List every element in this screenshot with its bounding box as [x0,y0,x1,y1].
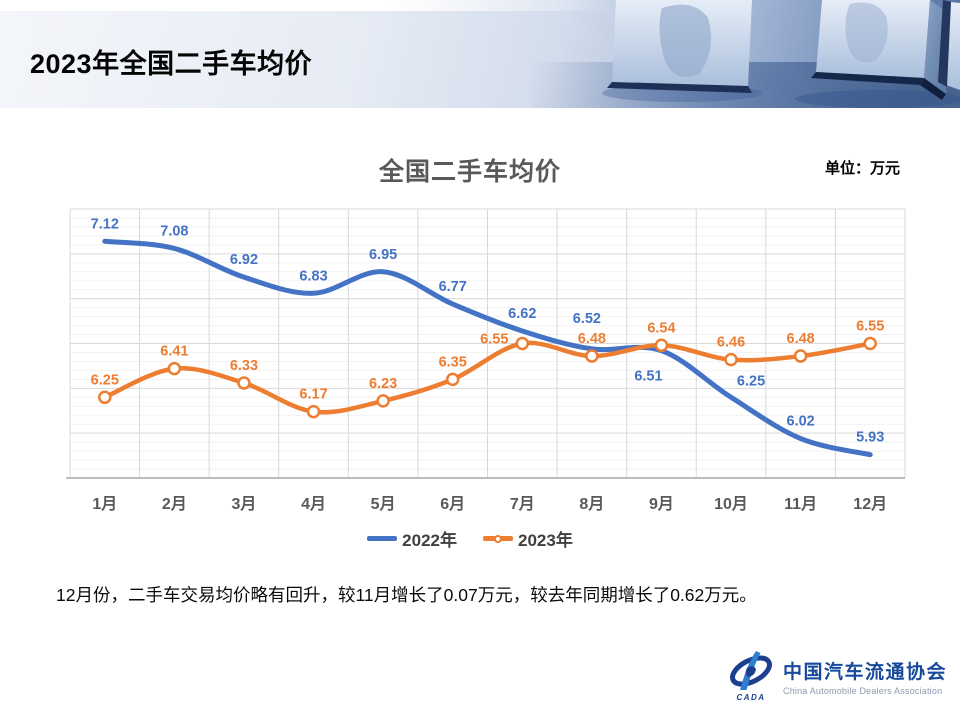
svg-text:11月: 11月 [784,495,817,513]
logo-name-en: China Automobile Dealers Association [783,685,943,696]
svg-text:5.93: 5.93 [856,430,884,446]
chart-title: 全国二手车均价 [378,158,561,186]
svg-text:6.55: 6.55 [856,319,884,335]
page-header: 2023年全国二手车均价 [0,0,960,108]
legend-line-icon-2022 [367,536,398,541]
svg-text:9月: 9月 [649,495,674,513]
svg-text:6.62: 6.62 [508,306,536,322]
svg-text:6.48: 6.48 [578,331,606,347]
legend-label-2022: 2022年 [402,531,457,550]
svg-text:6.54: 6.54 [647,320,675,336]
page-title: 2023年全国二手车均价 [30,49,313,79]
svg-text:7.08: 7.08 [160,223,188,239]
commentary-text: 12月份，二手车交易均价略有回升，较11月增长了0.07万元，较去年同期增长了0… [56,585,757,605]
svg-text:4月: 4月 [301,495,326,513]
svg-text:3月: 3月 [232,495,257,513]
svg-text:7.12: 7.12 [91,216,119,232]
legend-line-marker-icon-2023 [483,534,513,543]
cada-logo-abbr: CADA [736,693,766,702]
svg-text:8月: 8月 [579,495,604,513]
svg-text:6.33: 6.33 [230,358,258,374]
svg-text:6.35: 6.35 [439,354,467,370]
unit-label: 单位：万元 [824,160,900,177]
svg-text:6.02: 6.02 [787,414,815,430]
logo-name-cn: 中国汽车流通协会 [783,661,948,683]
svg-text:6.23: 6.23 [369,376,397,392]
cada-logo: CADA 中国汽车流通协会 China Automobile Dealers A… [727,650,947,702]
svg-text:6.46: 6.46 [717,335,745,351]
svg-text:2月: 2月 [162,495,187,513]
cada-logo-icon-wrap: CADA [727,650,775,702]
svg-text:6.48: 6.48 [787,331,815,347]
svg-text:6月: 6月 [440,495,465,513]
svg-text:5月: 5月 [371,495,396,513]
cada-logo-text: 中国汽车流通协会 China Automobile Dealers Associ… [783,657,947,696]
svg-text:6.83: 6.83 [299,268,327,284]
svg-text:6.92: 6.92 [230,252,258,268]
svg-text:6.77: 6.77 [439,279,467,295]
chart-legend: 2022年 2023年 [70,526,870,551]
legend-item-2023: 2023年 [483,526,573,551]
legend-dot-icon [494,534,502,543]
svg-text:6.55: 6.55 [480,332,508,348]
svg-text:6.51: 6.51 [634,369,662,385]
legend-item-2022: 2022年 [367,526,457,551]
legend-label-2023: 2023年 [518,531,573,550]
svg-text:10月: 10月 [714,495,748,513]
cubes-decoration [602,0,960,108]
cada-logo-icon [730,651,772,690]
svg-text:12月: 12月 [853,495,887,513]
svg-text:6.25: 6.25 [737,373,765,389]
svg-text:6.41: 6.41 [160,344,188,360]
svg-text:7月: 7月 [510,495,535,513]
svg-text:6.52: 6.52 [573,311,601,327]
svg-text:6.17: 6.17 [299,387,327,403]
svg-text:6.95: 6.95 [369,247,397,263]
svg-text:1月: 1月 [92,495,117,513]
svg-text:6.25: 6.25 [91,372,119,388]
